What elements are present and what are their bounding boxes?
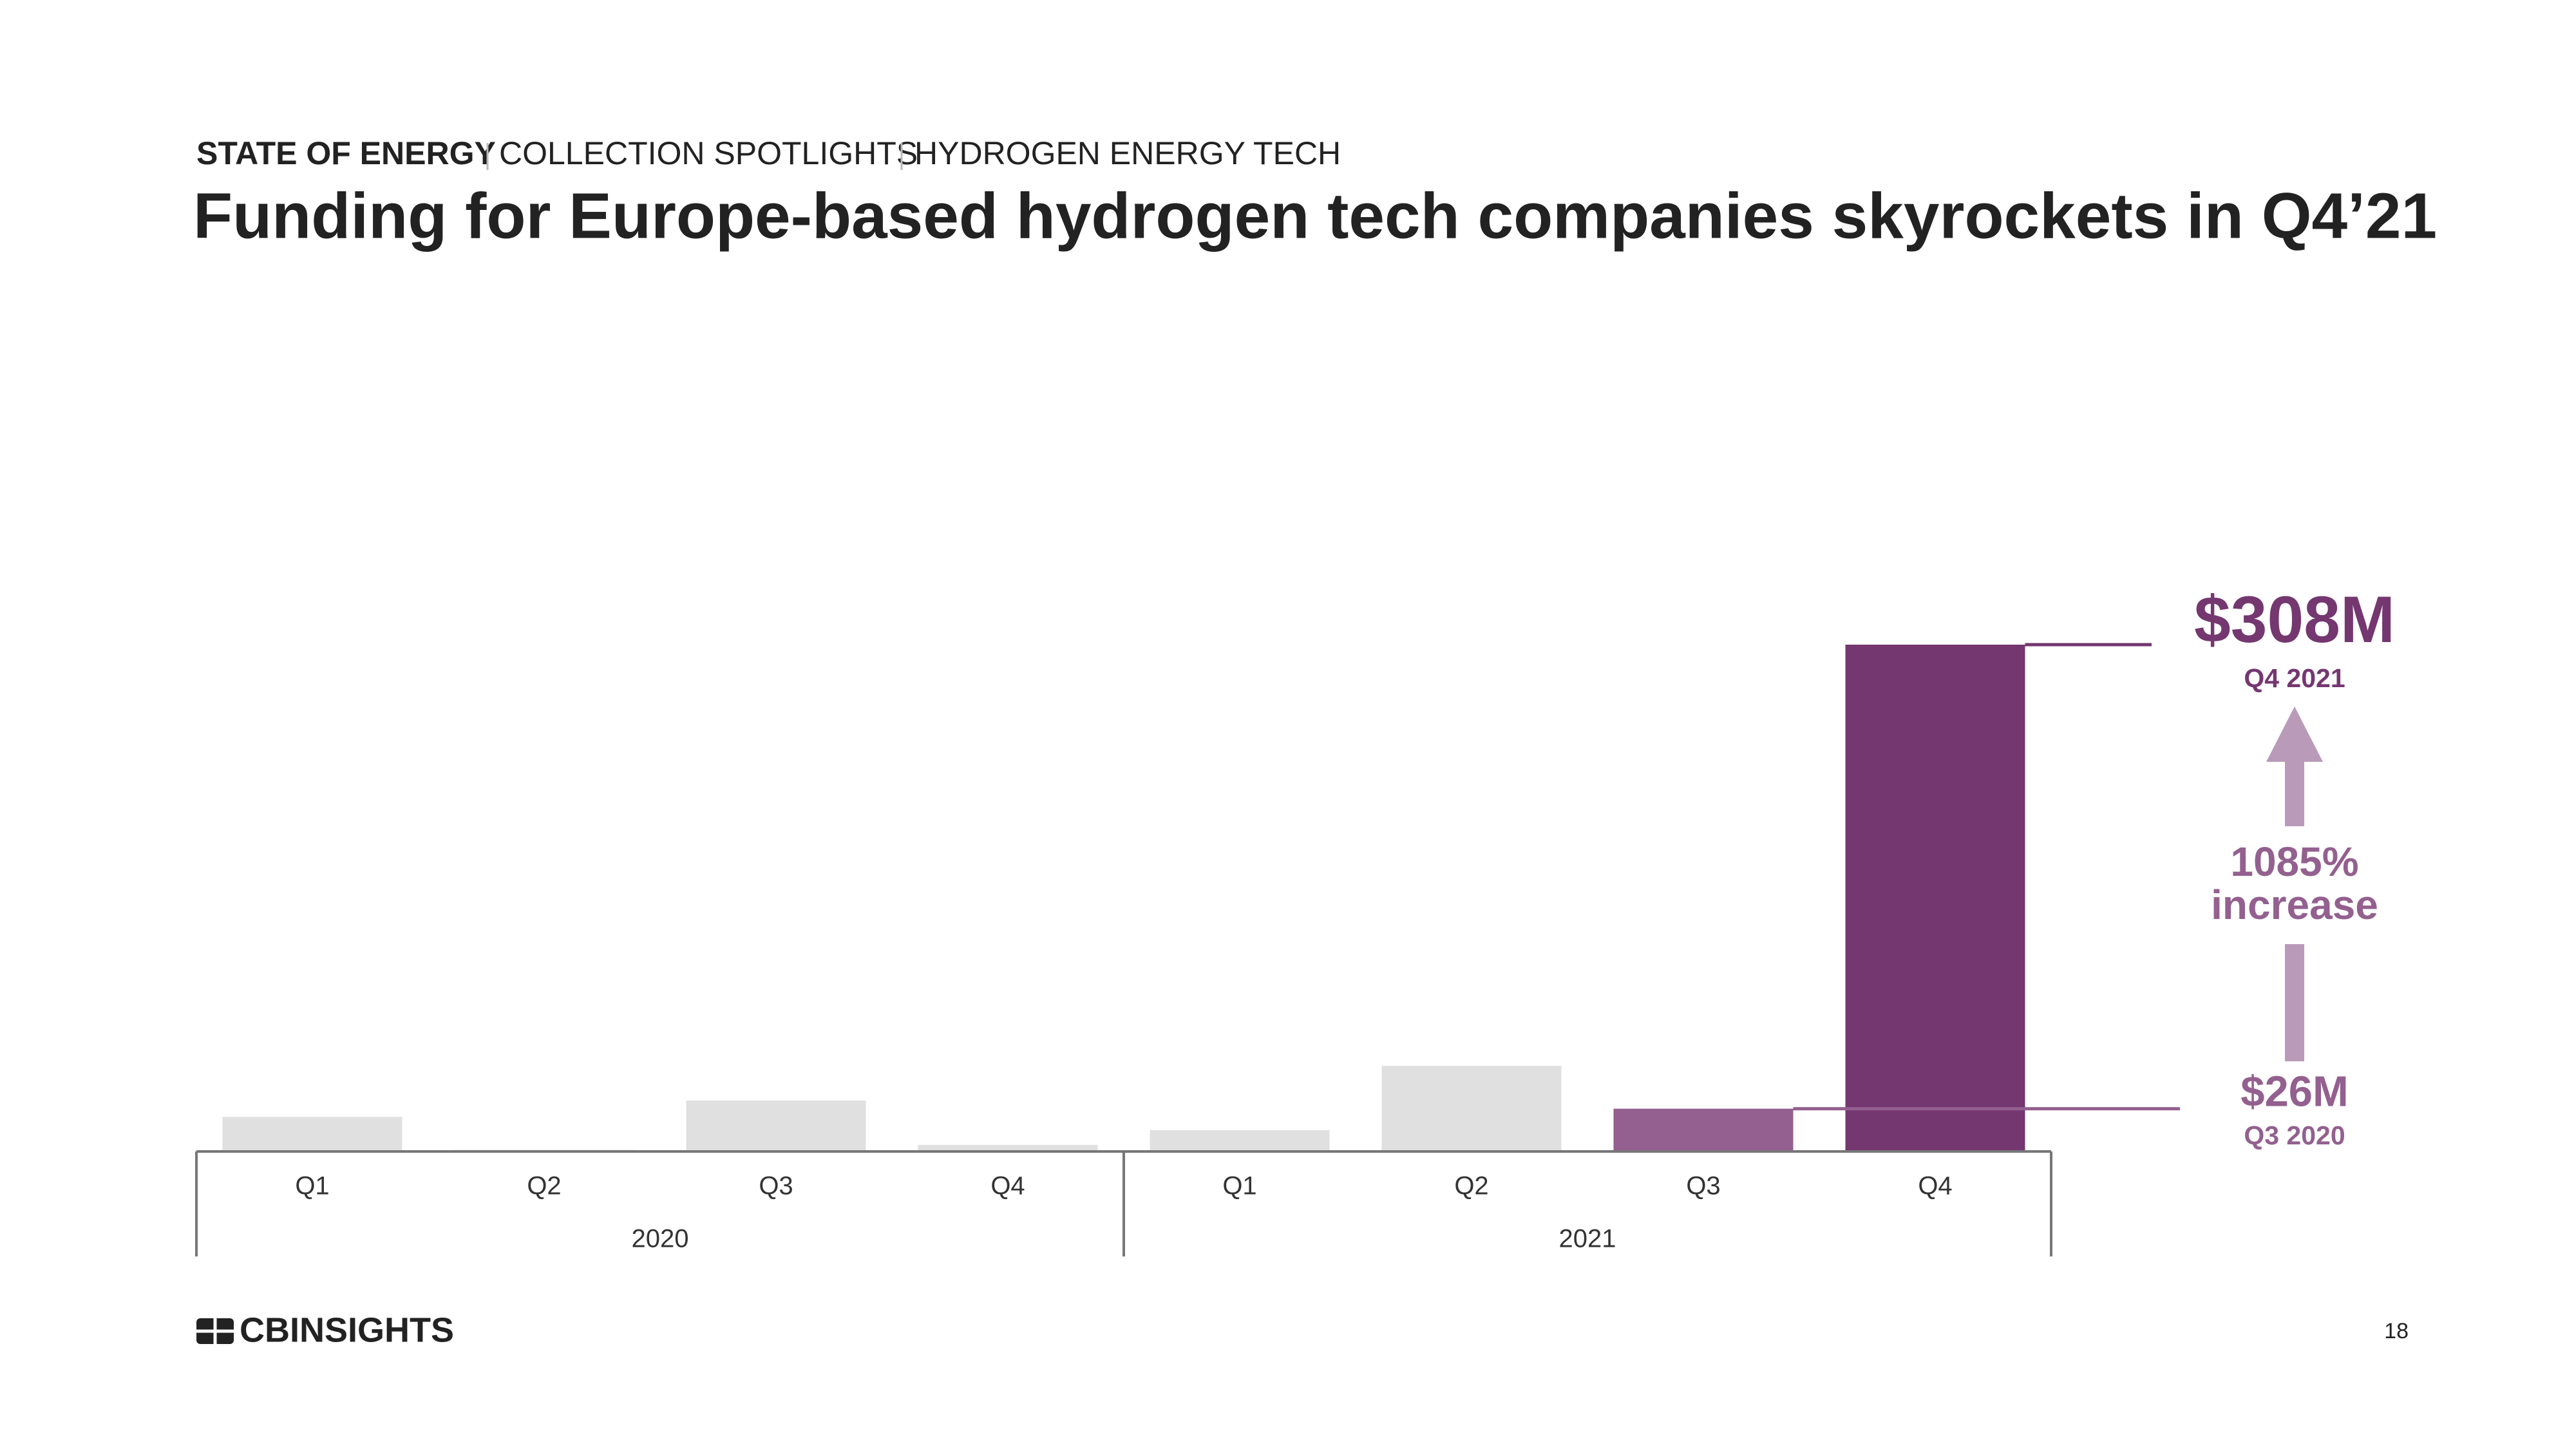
chart: Q1 Q2 Q3 Q4 Q1 Q2 Q3 Q4 2020 2021 $308M Q4 2021 1085… (195, 583, 2395, 1256)
bar (686, 1100, 866, 1151)
group-label: 2021 (1559, 1225, 1616, 1253)
x-tick-label: Q3 (1686, 1172, 1720, 1200)
annotation-change-text: increase (2211, 882, 2378, 928)
bar (918, 1144, 1098, 1151)
arrow-head (2266, 706, 2323, 762)
annotation-value: $308M (2194, 583, 2395, 656)
x-tick-label: Q2 (527, 1172, 561, 1200)
x-tick-label: Q1 (295, 1172, 329, 1200)
breadcrumb: STATE OF ENERGY (196, 135, 496, 171)
annotation-period: Q4 2021 (2244, 663, 2345, 693)
group-label: 2020 (632, 1225, 689, 1253)
x-tick-label: Q2 (1454, 1172, 1488, 1200)
x-tick-label: Q4 (1918, 1172, 1952, 1200)
bar (1381, 1066, 1562, 1151)
breadcrumb: COLLECTION SPOTLIGHTS (499, 135, 918, 171)
breadcrumb: HYDROGEN ENERGY TECH (914, 135, 1341, 171)
annotation-change: 1085% (2230, 838, 2358, 885)
bar (1613, 1108, 1794, 1151)
bar (1845, 645, 2025, 1151)
annotation-value: $26M (2240, 1068, 2349, 1116)
chart-title: Funding for Europe-based hydrogen tech c… (193, 180, 2437, 252)
arrow-shaft (2285, 944, 2304, 1061)
x-tick-label: Q4 (990, 1172, 1025, 1200)
x-tick-label: Q1 (1222, 1172, 1256, 1200)
bar (222, 1117, 402, 1151)
x-tick-label: Q3 (759, 1172, 793, 1200)
arrow-shaft (2285, 760, 2304, 826)
page-number: 18 (2384, 1319, 2409, 1343)
annotation-period: Q3 2020 (2244, 1121, 2345, 1150)
logo: CBINSIGHTS (240, 1311, 454, 1349)
bar (1150, 1130, 1330, 1151)
